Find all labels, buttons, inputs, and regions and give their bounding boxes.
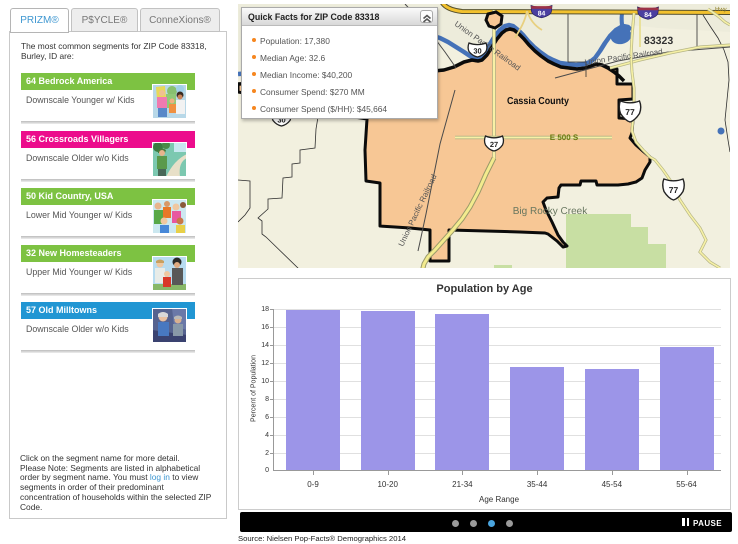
svg-text:84: 84 [644,12,652,19]
svg-text:30: 30 [473,47,481,56]
svg-text:Big Rocky Creek: Big Rocky Creek [513,206,588,217]
svg-text:84: 84 [538,11,546,18]
svg-text:Hwy: Hwy [715,6,727,13]
svg-text:E 500 S: E 500 S [550,133,579,142]
svg-text:30: 30 [277,116,285,125]
svg-text:27: 27 [490,140,498,149]
svg-text:77: 77 [669,185,679,195]
svg-text:Cassia County: Cassia County [507,96,569,107]
svg-text:77: 77 [625,107,635,117]
svg-text:83323: 83323 [644,35,673,47]
